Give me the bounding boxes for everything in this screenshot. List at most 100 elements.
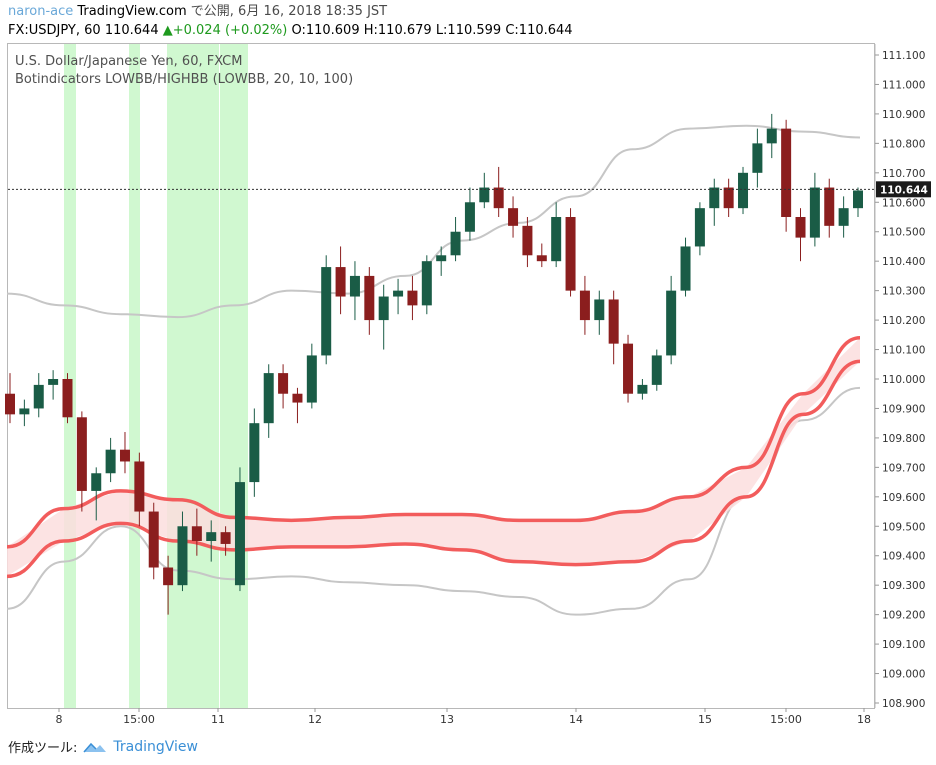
candle xyxy=(766,113,777,159)
candle xyxy=(824,178,835,238)
price-tick-label: 110.700 xyxy=(882,168,925,180)
candle-body xyxy=(263,373,274,424)
candle xyxy=(206,520,217,562)
candle-body xyxy=(134,461,145,512)
candle xyxy=(134,452,145,527)
candle-body xyxy=(853,190,863,209)
candle xyxy=(493,166,504,217)
candle xyxy=(378,284,389,350)
candle-body xyxy=(623,343,634,394)
symbol-label: FX:USDJPY, 60 xyxy=(8,23,101,38)
candle-body xyxy=(666,290,677,356)
candle-body xyxy=(450,231,461,256)
candle-body xyxy=(579,290,590,321)
candle xyxy=(666,275,677,365)
time-tick-label: 8 xyxy=(56,713,63,726)
time-tick-label: 18 xyxy=(857,713,871,726)
candle-body xyxy=(393,290,404,297)
candle-body xyxy=(680,246,691,291)
candle-body xyxy=(738,172,749,209)
time-tick-label: 11 xyxy=(211,713,225,726)
candle-body xyxy=(306,355,317,403)
candle-body xyxy=(48,379,59,385)
price-tick-label: 109.800 xyxy=(882,433,925,445)
high-value: H:110.679 xyxy=(363,23,432,38)
candle xyxy=(623,334,634,403)
price-tick-label: 109.100 xyxy=(882,639,925,651)
candle xyxy=(795,208,806,262)
candle xyxy=(62,373,73,424)
candle-body xyxy=(479,187,490,203)
legend-indicator[interactable]: Botindicators LOWBB/HIGHBB (LOWBB, 20, 1… xyxy=(15,72,354,87)
author-name[interactable]: naron-ace xyxy=(8,4,74,19)
candle-body xyxy=(781,128,792,217)
candle xyxy=(637,379,648,400)
price-tick-label: 109.700 xyxy=(882,462,925,474)
tradingview-logo-icon xyxy=(83,742,107,752)
price-tick-label: 109.300 xyxy=(882,580,925,592)
candle xyxy=(853,187,863,217)
price-axis: 111.100 111.000 110.900 110.800 110.700 110.6… xyxy=(874,44,925,710)
made-with-label: 作成ツール: xyxy=(8,741,78,756)
price-tick-label: 111.100 xyxy=(882,50,925,62)
candle-body xyxy=(378,296,389,321)
last-price: 110.644 xyxy=(104,23,159,38)
candle xyxy=(608,290,619,365)
candle xyxy=(436,246,447,276)
candle-body xyxy=(234,482,245,586)
candle xyxy=(321,255,332,365)
candle xyxy=(738,166,749,215)
time-tick-label: 14 xyxy=(569,713,583,726)
tradingview-link[interactable]: TradingView xyxy=(113,738,198,755)
time-tick-label: 12 xyxy=(308,713,322,726)
price-tick-label: 110.500 xyxy=(882,227,925,239)
candle xyxy=(119,432,130,474)
price-tick-label: 109.600 xyxy=(882,492,925,504)
price-tick-label: 110.400 xyxy=(882,256,925,268)
candle xyxy=(838,196,849,238)
price-tick-label: 109.400 xyxy=(882,551,925,563)
candle-body xyxy=(723,187,734,209)
candle-body xyxy=(119,449,130,462)
candle xyxy=(105,437,116,483)
candle xyxy=(163,555,174,615)
price-tick-label: 110.100 xyxy=(882,345,925,357)
candle-body xyxy=(407,290,418,306)
candle-body xyxy=(335,267,346,297)
candle xyxy=(536,243,547,268)
candle-body xyxy=(321,267,332,356)
candle-body xyxy=(608,299,619,344)
price-tick-label: 110.600 xyxy=(882,197,925,209)
candle xyxy=(752,128,763,188)
candle xyxy=(349,261,360,321)
candle-body xyxy=(795,217,806,238)
close-value: C:110.644 xyxy=(505,23,573,38)
candle xyxy=(407,275,418,321)
candle xyxy=(220,526,231,556)
candle xyxy=(709,178,720,226)
candle xyxy=(781,119,792,232)
candle xyxy=(263,364,274,438)
candle-body xyxy=(752,143,763,173)
candle-body xyxy=(809,187,820,238)
price-tick-label: 111.000 xyxy=(882,79,925,91)
price-tick-label: 110.200 xyxy=(882,315,925,327)
candle xyxy=(479,172,490,209)
last-price-label: 110.644 xyxy=(880,184,928,196)
footer: 作成ツール: TradingView xyxy=(8,737,198,757)
candles xyxy=(5,113,863,615)
price-tick-label: 108.900 xyxy=(882,698,925,710)
candle-body xyxy=(76,417,87,491)
price-change: ▲+0.024 (+0.02%) xyxy=(162,23,288,38)
candle xyxy=(278,364,289,409)
candle-body xyxy=(709,187,720,209)
candle-body xyxy=(91,473,102,491)
candle xyxy=(249,408,260,497)
legend-symbol: U.S. Dollar/Japanese Yen, 60, FXCM xyxy=(15,54,243,69)
candle-body xyxy=(464,202,475,232)
candle xyxy=(579,275,590,335)
candle xyxy=(393,278,404,315)
candle-body xyxy=(163,567,174,586)
open-value: O:110.609 xyxy=(291,23,360,38)
